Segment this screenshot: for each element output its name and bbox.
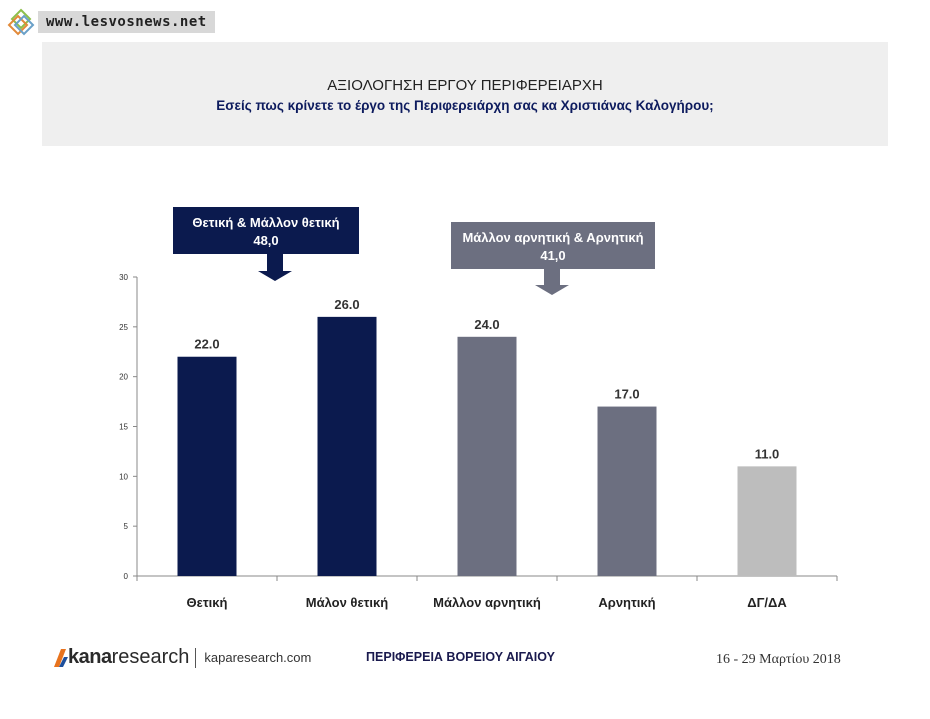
category-label: Αρνητική <box>598 595 655 610</box>
site-badge: www.lesvosnews.net <box>6 8 215 36</box>
logo-research: research <box>111 646 190 668</box>
annotation-box <box>173 207 359 254</box>
bar-value-label: 26.0 <box>334 297 359 312</box>
y-tick-label: 0 <box>124 572 129 581</box>
annotation-arrow-icon <box>535 268 569 295</box>
bar <box>457 336 517 576</box>
y-tick-label: 5 <box>124 522 129 531</box>
kapa-website[interactable]: kaparesearch.com <box>204 650 312 665</box>
logo-kana: kana <box>68 646 112 668</box>
logo-separator <box>195 647 197 668</box>
bar-value-label: 11.0 <box>755 446 780 461</box>
annotation-box <box>451 222 655 269</box>
site-url[interactable]: www.lesvosnews.net <box>38 11 215 33</box>
bar <box>177 356 237 576</box>
annotation-label: Μάλλον αρνητική & Αρνητική <box>462 230 643 245</box>
category-label: Θετική <box>187 595 228 610</box>
y-tick-label: 25 <box>119 323 128 332</box>
y-tick-label: 20 <box>119 373 128 382</box>
kapa-logo-icon <box>54 648 68 667</box>
annotation-value: 48,0 <box>253 233 278 248</box>
category-label: Μάλλον αρνητική <box>433 595 541 610</box>
annotation-label: Θετική & Μάλλον θετική <box>192 215 339 230</box>
lesvosnews-logo-icon <box>7 8 35 36</box>
bar-value-label: 24.0 <box>474 317 499 332</box>
page-subtitle: Εσείς πως κρίνετε το έργο της Περιφερειά… <box>216 98 714 113</box>
bar <box>317 316 377 576</box>
header-box: ΑΞΙΟΛΟΓΗΣΗ ΕΡΓΟΥ ΠΕΡΙΦΕΡΕΙΑΡΧΗ Εσείς πως… <box>42 42 888 146</box>
bar-value-label: 22.0 <box>194 337 219 352</box>
y-tick-label: 15 <box>119 423 128 432</box>
y-tick-label: 30 <box>119 273 128 282</box>
kapa-research-logo: kana research kaparesearch.com <box>52 646 311 669</box>
bar <box>597 406 657 576</box>
category-label: Μάλον θετική <box>306 595 389 610</box>
region-label: ΠΕΡΙΦΕΡΕΙΑ ΒΟΡΕΙΟΥ ΑΙΓΑΙΟΥ <box>366 650 555 664</box>
page-title: ΑΞΙΟΛΟΓΗΣΗ ΕΡΓΟΥ ΠΕΡΙΦΕΡΕΙΑΡΧΗ <box>327 77 603 94</box>
annotation-arrow-icon <box>258 253 292 281</box>
survey-dates: 16 - 29 Μαρτίου 2018 <box>716 652 841 667</box>
bar <box>737 466 797 576</box>
annotation-value: 41,0 <box>540 248 565 263</box>
bar-value-label: 17.0 <box>614 387 639 402</box>
category-label: ΔΓ/ΔΑ <box>747 595 787 610</box>
y-tick-label: 10 <box>119 472 128 481</box>
